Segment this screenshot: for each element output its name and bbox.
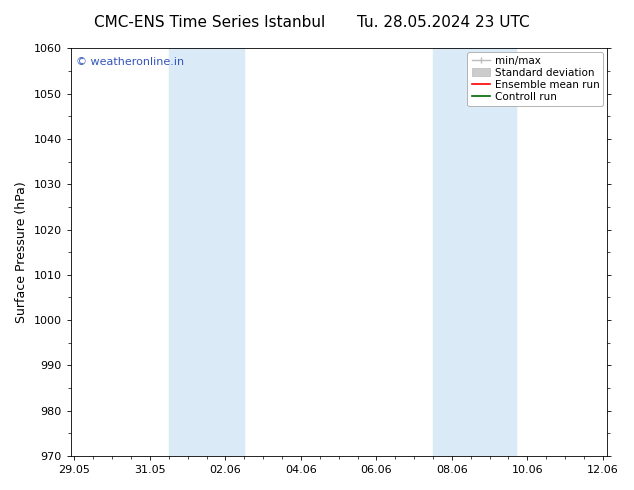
Y-axis label: Surface Pressure (hPa): Surface Pressure (hPa): [15, 181, 28, 323]
Legend: min/max, Standard deviation, Ensemble mean run, Controll run: min/max, Standard deviation, Ensemble me…: [467, 51, 604, 106]
Text: © weatheronline.in: © weatheronline.in: [76, 56, 184, 67]
Bar: [169, 49, 244, 456]
Bar: [470, 49, 516, 456]
Text: Tu. 28.05.2024 23 UTC: Tu. 28.05.2024 23 UTC: [358, 15, 530, 30]
Text: CMC-ENS Time Series Istanbul: CMC-ENS Time Series Istanbul: [94, 15, 325, 30]
Bar: [433, 49, 470, 456]
